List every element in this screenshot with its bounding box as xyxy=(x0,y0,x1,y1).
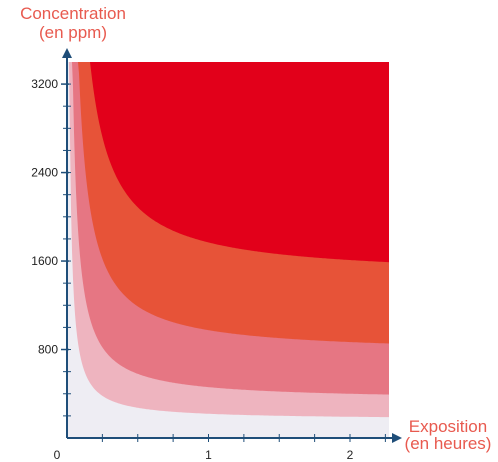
x-axis-label-line1: Exposition xyxy=(408,417,488,436)
y-tick-label: 1600 xyxy=(31,254,58,268)
y-tick-label: 3200 xyxy=(31,77,58,91)
x-tick-label: 0 xyxy=(54,448,61,462)
y-axis-label-line1: Concentration xyxy=(20,4,126,23)
x-tick-label: 2 xyxy=(347,448,354,462)
axes xyxy=(62,48,402,443)
x-tick-label: 1 xyxy=(205,448,212,462)
y-tick-label: 800 xyxy=(38,343,58,357)
x-axis-label-line2: (en heures) xyxy=(404,434,492,453)
y-axis-label-line2: (en ppm) xyxy=(38,23,108,42)
zone-4 xyxy=(67,62,389,263)
x-axis-label: Exposition (en heures) xyxy=(400,418,496,452)
y-axis-label: Concentration (en ppm) xyxy=(8,4,138,42)
y-axis-arrow xyxy=(62,48,72,58)
x-axis-arrow xyxy=(392,433,402,443)
y-tick-label: 2400 xyxy=(31,166,58,180)
exposure-zones xyxy=(67,62,389,418)
ticks: 0 1 2 800 1600 2400 3200 xyxy=(31,77,386,462)
